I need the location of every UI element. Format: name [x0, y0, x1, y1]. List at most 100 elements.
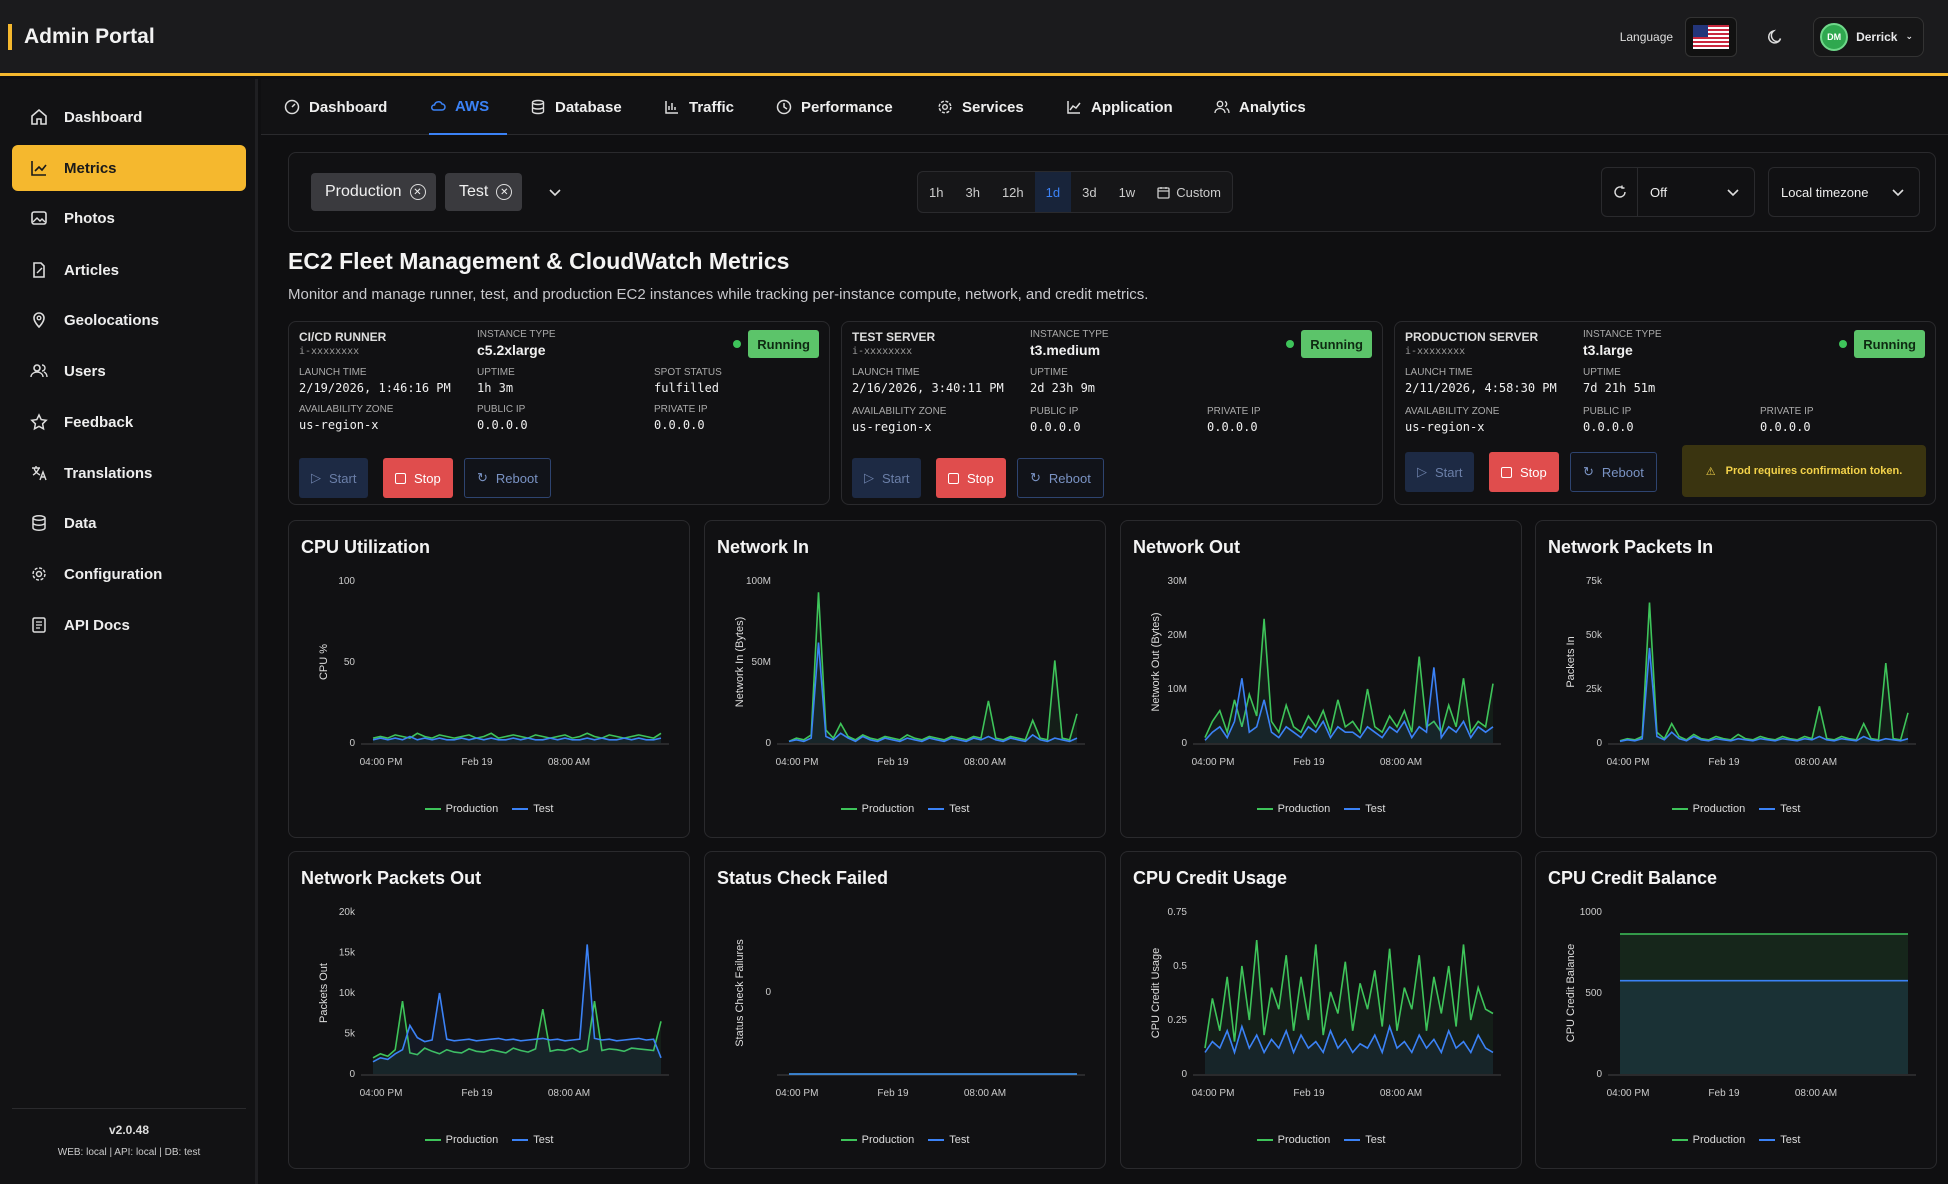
theme-toggle-button[interactable]	[1755, 17, 1795, 57]
filter-chip-production[interactable]: Production ✕	[311, 173, 436, 211]
metric-chart-card: CPU Credit Balance 0 500 1000 CPU Credit Bal…	[1535, 851, 1937, 1169]
legend-item[interactable]: Production	[424, 803, 498, 815]
series-area-production	[789, 592, 1077, 743]
sidebar-item-users[interactable]: Users	[12, 348, 246, 394]
range-custom[interactable]: Custom	[1146, 172, 1232, 212]
instance-name: PRODUCTION SERVER	[1405, 330, 1539, 344]
timezone-select[interactable]: Local timezone	[1768, 167, 1920, 217]
x-tick-label: 08:00 AM	[1380, 757, 1422, 768]
reboot-button[interactable]: ↻ Reboot	[1570, 452, 1657, 492]
sidebar-item-label: Photos	[64, 209, 115, 227]
legend-item[interactable]: Test	[512, 1134, 553, 1146]
legend-item[interactable]: Production	[1256, 1134, 1330, 1146]
reboot-icon: ↻	[1030, 470, 1041, 485]
sidebar-item-photos[interactable]: Photos	[12, 195, 246, 241]
sidebar-item-feedback[interactable]: Feedback	[12, 399, 246, 445]
tab-application[interactable]: Application	[1065, 79, 1173, 135]
start-button[interactable]: ▷ Start	[852, 458, 922, 498]
stop-button[interactable]: Stop	[1489, 452, 1559, 492]
bar-chart-icon	[663, 98, 681, 116]
reboot-button[interactable]: ↻ Reboot	[1017, 458, 1104, 498]
auto-refresh-select[interactable]: Off	[1601, 167, 1755, 217]
legend-item[interactable]: Test	[928, 803, 969, 815]
y-tick-label: 0	[765, 987, 771, 998]
legend-item[interactable]: Test	[928, 1134, 969, 1146]
sidebar-item-api-docs[interactable]: API Docs	[12, 602, 246, 648]
language-flag-button[interactable]	[1685, 16, 1738, 57]
range-1d[interactable]: 1d	[1034, 172, 1072, 212]
legend-item[interactable]: Test	[1344, 803, 1385, 815]
series-line-production	[788, 592, 1078, 743]
tab-services[interactable]: Services	[936, 79, 1024, 135]
range-3h[interactable]: 3h	[965, 184, 980, 200]
sidebar-item-geolocations[interactable]: Geolocations	[12, 297, 246, 343]
stop-button[interactable]: Stop	[936, 458, 1006, 498]
tab-traffic[interactable]: Traffic	[663, 79, 734, 135]
stop-icon	[395, 472, 406, 484]
y-tick-label: 0.75	[1168, 907, 1188, 918]
reboot-icon: ↻	[1583, 464, 1594, 479]
tab-database[interactable]: Database	[529, 79, 622, 135]
legend-item[interactable]: Test	[1759, 803, 1800, 815]
chart-plot: 0 Status Check Failures 04:00 PM Feb 19 08:0…	[734, 939, 1085, 1099]
warning-text: Prod requires confirmation token.	[1725, 465, 1903, 477]
sidebar-item-dashboard[interactable]: Dashboard	[12, 94, 246, 140]
start-button[interactable]: ▷ Start	[1405, 452, 1475, 492]
language-label: Language	[1619, 29, 1674, 44]
legend-item[interactable]: Production	[1671, 1134, 1746, 1146]
sidebar-item-configuration[interactable]: Configuration	[12, 551, 246, 597]
series-line-test	[372, 944, 662, 1063]
uptime: 1h 3m	[477, 381, 514, 395]
sidebar-item-metrics[interactable]: Metrics	[12, 145, 246, 191]
sidebar-item-data[interactable]: Data	[12, 500, 246, 546]
series-line-production	[372, 1000, 662, 1059]
legend-item[interactable]: Production	[1671, 803, 1745, 815]
articles-icon	[28, 259, 50, 281]
tab-performance[interactable]: Performance	[775, 79, 893, 135]
refresh-icon[interactable]	[1602, 168, 1638, 216]
tab-aws[interactable]: AWS	[429, 79, 508, 135]
range-1w[interactable]: 1w	[1118, 184, 1136, 200]
legend-item[interactable]: Test	[1759, 1134, 1800, 1146]
x-tick-label: 04:00 PM	[360, 1088, 403, 1099]
launch-time: 2/11/2026, 4:58:30 PM	[1405, 381, 1557, 395]
avatar: DM	[1820, 22, 1849, 51]
field-label: INSTANCE TYPE	[1583, 329, 1662, 340]
sidebar-item-articles[interactable]: Articles	[12, 247, 246, 293]
tab-analytics[interactable]: Analytics	[1213, 79, 1306, 135]
range-3d[interactable]: 3d	[1082, 184, 1097, 200]
range-1h[interactable]: 1h	[929, 184, 944, 200]
chart-plot: 0 25k 50k 75k Packets In 04:00 PM Feb 19 08:00 …	[1565, 576, 1916, 768]
stop-button[interactable]: Stop	[383, 458, 453, 498]
page-title: EC2 Fleet Management & CloudWatch Metric…	[288, 248, 790, 274]
status-badge: Running	[748, 330, 819, 358]
user-menu-button[interactable]: DM Derrick ⌄	[1813, 16, 1924, 57]
page-subtitle: Monitor and manage runner, test, and pro…	[288, 286, 1149, 303]
instance-dropdown-toggle[interactable]	[535, 169, 575, 215]
range-12h[interactable]: 12h	[1001, 184, 1024, 200]
legend-label: Production	[1692, 1134, 1746, 1146]
legend-item[interactable]: Test	[512, 803, 553, 815]
legend-item[interactable]: Production	[840, 803, 914, 815]
close-icon[interactable]: ✕	[496, 184, 513, 200]
field-label: PRIVATE IP	[654, 404, 708, 415]
legend-swatch	[1759, 1139, 1776, 1141]
legend-item[interactable]: Test	[1344, 1134, 1385, 1146]
y-axis-label: Packets Out	[318, 963, 330, 1023]
chart-title: CPU Utilization	[301, 537, 430, 557]
sidebar-item-translations[interactable]: Translations	[12, 450, 246, 496]
legend-item[interactable]: Production	[1256, 803, 1330, 815]
field-label: PRIVATE IP	[1207, 406, 1261, 417]
filter-chip-test[interactable]: Test ✕	[445, 173, 523, 211]
private-ip: 0.0.0.0	[1207, 420, 1258, 434]
tab-dashboard[interactable]: Dashboard	[283, 79, 387, 135]
photos-icon	[28, 207, 50, 229]
warning-icon: ⚠	[1705, 465, 1716, 478]
legend-item[interactable]: Production	[424, 1134, 498, 1146]
reboot-button[interactable]: ↻ Reboot	[464, 458, 551, 498]
legend-item[interactable]: Production	[840, 1134, 914, 1146]
instance-card-runner: CI/CD RUNNER i-xxxxxxxx INSTANCE TYPE c5…	[288, 321, 830, 505]
tab-label: Analytics	[1239, 98, 1306, 116]
start-button[interactable]: ▷ Start	[299, 458, 369, 498]
close-icon[interactable]: ✕	[409, 184, 426, 200]
